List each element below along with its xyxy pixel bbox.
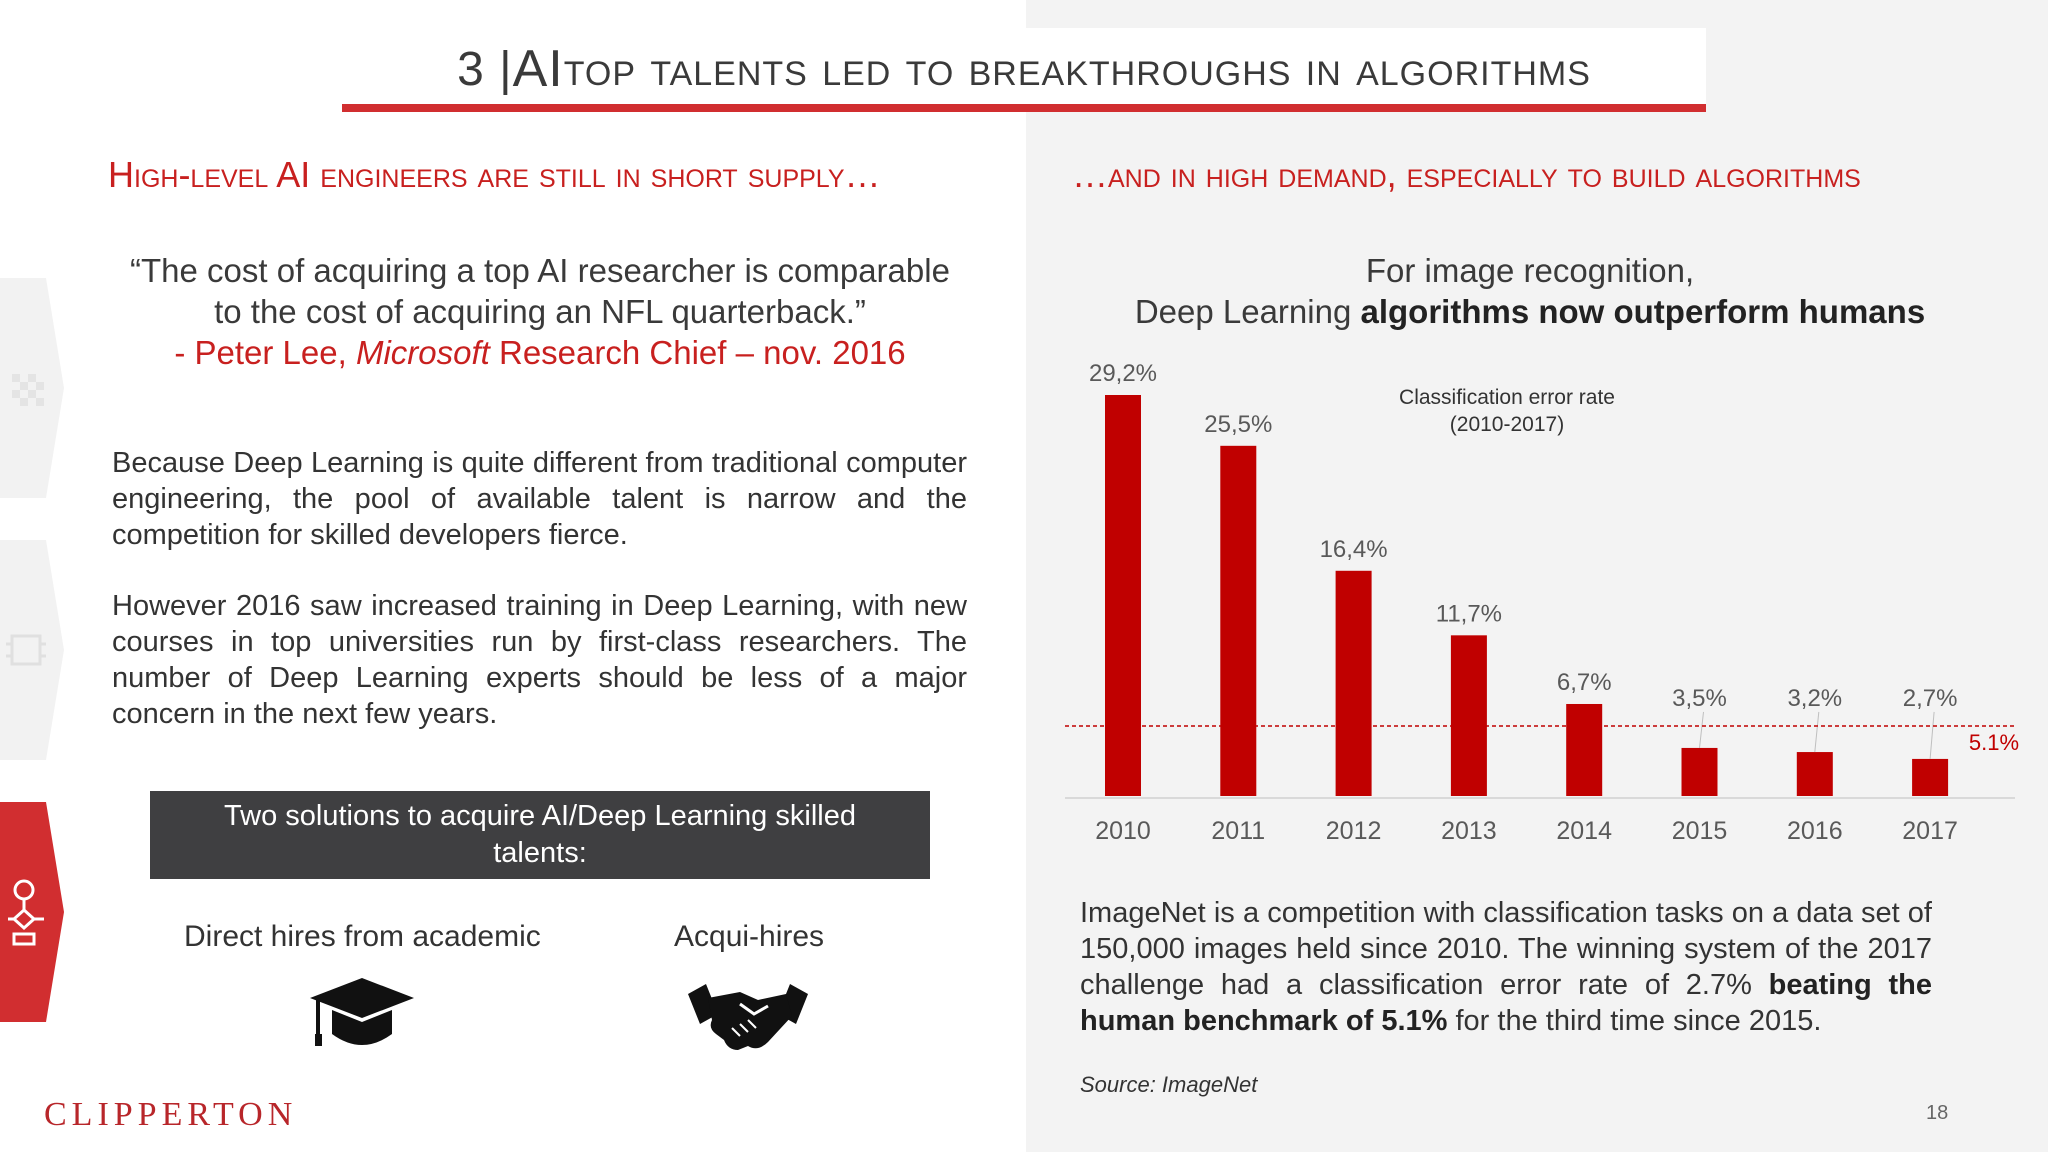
- bar-2013: [1450, 635, 1487, 796]
- chart-heading: For image recognition, Deep Learning alg…: [1080, 250, 1980, 332]
- bar-2014: [1566, 703, 1603, 796]
- bar-2017: [1912, 758, 1949, 796]
- flowchart-icon: [8, 879, 44, 946]
- quote-line-2: to the cost of acquiring an NFL quarterb…: [214, 293, 866, 330]
- x-tick-label-2010: 2010: [1095, 817, 1151, 845]
- bar-2015: [1681, 747, 1718, 796]
- pixel-grid-icon: [12, 374, 44, 406]
- title-background: [342, 28, 1706, 108]
- quote-line-1: “The cost of acquiring a top AI research…: [130, 252, 950, 289]
- value-label-2013: 11,7%: [1436, 600, 1502, 627]
- chart-heading-line-2: Deep Learning algorithms now outperform …: [1134, 293, 1926, 330]
- right-heading: …and in high demand, especially to build…: [1072, 154, 1861, 195]
- value-label-2017: 2,7%: [1903, 685, 1958, 712]
- left-heading: High-level AI engineers are still in sho…: [108, 154, 881, 195]
- graduation-cap-icon: [310, 978, 414, 1046]
- x-tick-label-2017: 2017: [1902, 817, 1958, 845]
- clipperton-logo: CLIPPERTON: [44, 1096, 298, 1133]
- source-note: Source: ImageNet: [1080, 1072, 1258, 1097]
- leader-line-2015: [1699, 711, 1704, 748]
- quote-attribution: - Peter Lee, Microsoft Research Chief – …: [174, 334, 906, 371]
- chip-icon: [6, 634, 46, 666]
- bar-2011: [1220, 445, 1257, 796]
- value-label-2012: 16,4%: [1320, 536, 1388, 563]
- solution-acqui-hires: Acqui-hires: [674, 920, 825, 953]
- solutions-title: Two solutions to acquire AI/Deep Learnin…: [224, 800, 856, 869]
- page-number: 18: [1926, 1102, 1949, 1124]
- quote: “The cost of acquiring a top AI research…: [100, 250, 980, 373]
- x-tick-label-2011: 2011: [1211, 817, 1265, 845]
- leader-line-2017: [1929, 711, 1935, 759]
- side-tab-data[interactable]: [0, 278, 64, 498]
- value-label-2015: 3,5%: [1672, 685, 1727, 712]
- x-tick-label-2012: 2012: [1326, 817, 1382, 845]
- bar-2010: [1105, 395, 1141, 796]
- title-underline: [342, 104, 1706, 112]
- value-label-2014: 6,7%: [1557, 669, 1612, 696]
- x-tick-label-2015: 2015: [1672, 817, 1728, 845]
- imagenet-description: ImageNet is a competition with classific…: [1080, 897, 1932, 1037]
- chart-title: Classification error rate: [1399, 386, 1615, 409]
- value-label-2016: 3,2%: [1787, 685, 1842, 712]
- handshake-icon: [688, 984, 808, 1050]
- solutions-box: Two solutions to acquire AI/Deep Learnin…: [150, 791, 930, 879]
- talent-paragraph-2: However 2016 saw increased training in D…: [112, 590, 967, 730]
- side-tab-algorithm[interactable]: [0, 802, 64, 1022]
- talent-paragraph-1: Because Deep Learning is quite different…: [112, 447, 967, 551]
- chart-subtitle: (2010-2017): [1450, 413, 1564, 436]
- error-rate-chart: Classification error rate (2010-2017) 29…: [1065, 360, 2019, 845]
- value-label-2010: 29,2%: [1089, 360, 1157, 387]
- page-title: 3 | AI top talents led to breakthroughs …: [457, 40, 1591, 98]
- chart-heading-line-1: For image recognition,: [1365, 252, 1695, 289]
- human-benchmark-label: 5.1%: [1969, 730, 2019, 755]
- x-tick-label-2016: 2016: [1787, 817, 1843, 845]
- x-tick-label-2014: 2014: [1556, 817, 1612, 845]
- right-panel-background: [1026, 0, 2048, 1152]
- bar-2016: [1796, 752, 1833, 796]
- value-label-2011: 25,5%: [1204, 411, 1272, 438]
- side-tab-chip[interactable]: [0, 540, 64, 760]
- solution-direct-hires: Direct hires from academic: [184, 920, 541, 953]
- leader-line-2016: [1814, 711, 1820, 753]
- x-tick-label-2013: 2013: [1441, 817, 1497, 845]
- bar-2012: [1335, 570, 1372, 796]
